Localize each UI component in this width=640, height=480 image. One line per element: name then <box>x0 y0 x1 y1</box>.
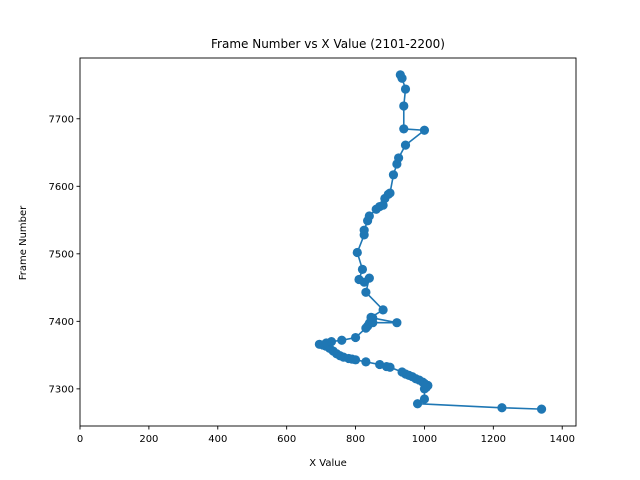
data-point <box>326 337 337 347</box>
data-point <box>364 211 374 221</box>
data-point <box>385 188 395 198</box>
x-tick-label: 800 <box>346 434 365 445</box>
data-point <box>366 312 376 322</box>
data-point <box>357 264 368 274</box>
chart-title: Frame Number vs X Value (2101-2200) <box>211 37 445 51</box>
x-tick-label: 200 <box>139 434 158 445</box>
y-tick-label: 7500 <box>49 249 74 260</box>
data-point <box>394 153 404 163</box>
y-tick-label: 7300 <box>49 384 74 395</box>
y-tick-label: 7400 <box>49 317 74 328</box>
data-point <box>400 84 411 94</box>
data-point <box>375 359 385 370</box>
data-point <box>359 225 369 235</box>
data-point <box>399 101 409 111</box>
y-tick-label: 7700 <box>49 114 74 125</box>
data-point <box>419 125 430 135</box>
data-point <box>536 404 547 414</box>
data-point <box>419 394 430 404</box>
data-point <box>399 124 409 134</box>
data-point <box>314 339 324 349</box>
data-point <box>350 332 361 343</box>
data-point <box>352 247 362 258</box>
axes: 0 200 400 600 800 1000 1200 1400 7300 7400 7500 760… <box>49 57 577 445</box>
data-point <box>497 403 507 413</box>
plot-area <box>314 70 547 414</box>
data-point <box>337 335 347 345</box>
data-point <box>361 287 371 297</box>
y-axis-label: Frame Number <box>18 205 29 280</box>
data-point <box>392 318 402 328</box>
data-point <box>412 399 423 409</box>
data-point <box>400 140 411 150</box>
data-point <box>395 70 405 80</box>
x-axis-label: X Value <box>309 458 347 469</box>
data-point <box>354 274 364 285</box>
data-point <box>388 170 399 180</box>
x-tick-label: 1200 <box>481 434 506 445</box>
y-tick-label: 7600 <box>49 182 74 193</box>
data-point <box>361 357 371 367</box>
x-tick-label: 1400 <box>549 434 574 445</box>
data-point <box>397 367 407 377</box>
x-tick-label: 0 <box>77 434 83 445</box>
x-tick-label: 400 <box>208 434 227 445</box>
data-point <box>378 305 388 315</box>
x-tick-label: 600 <box>277 434 296 445</box>
axes-frame <box>79 57 577 427</box>
x-tick-label: 1000 <box>412 434 437 445</box>
